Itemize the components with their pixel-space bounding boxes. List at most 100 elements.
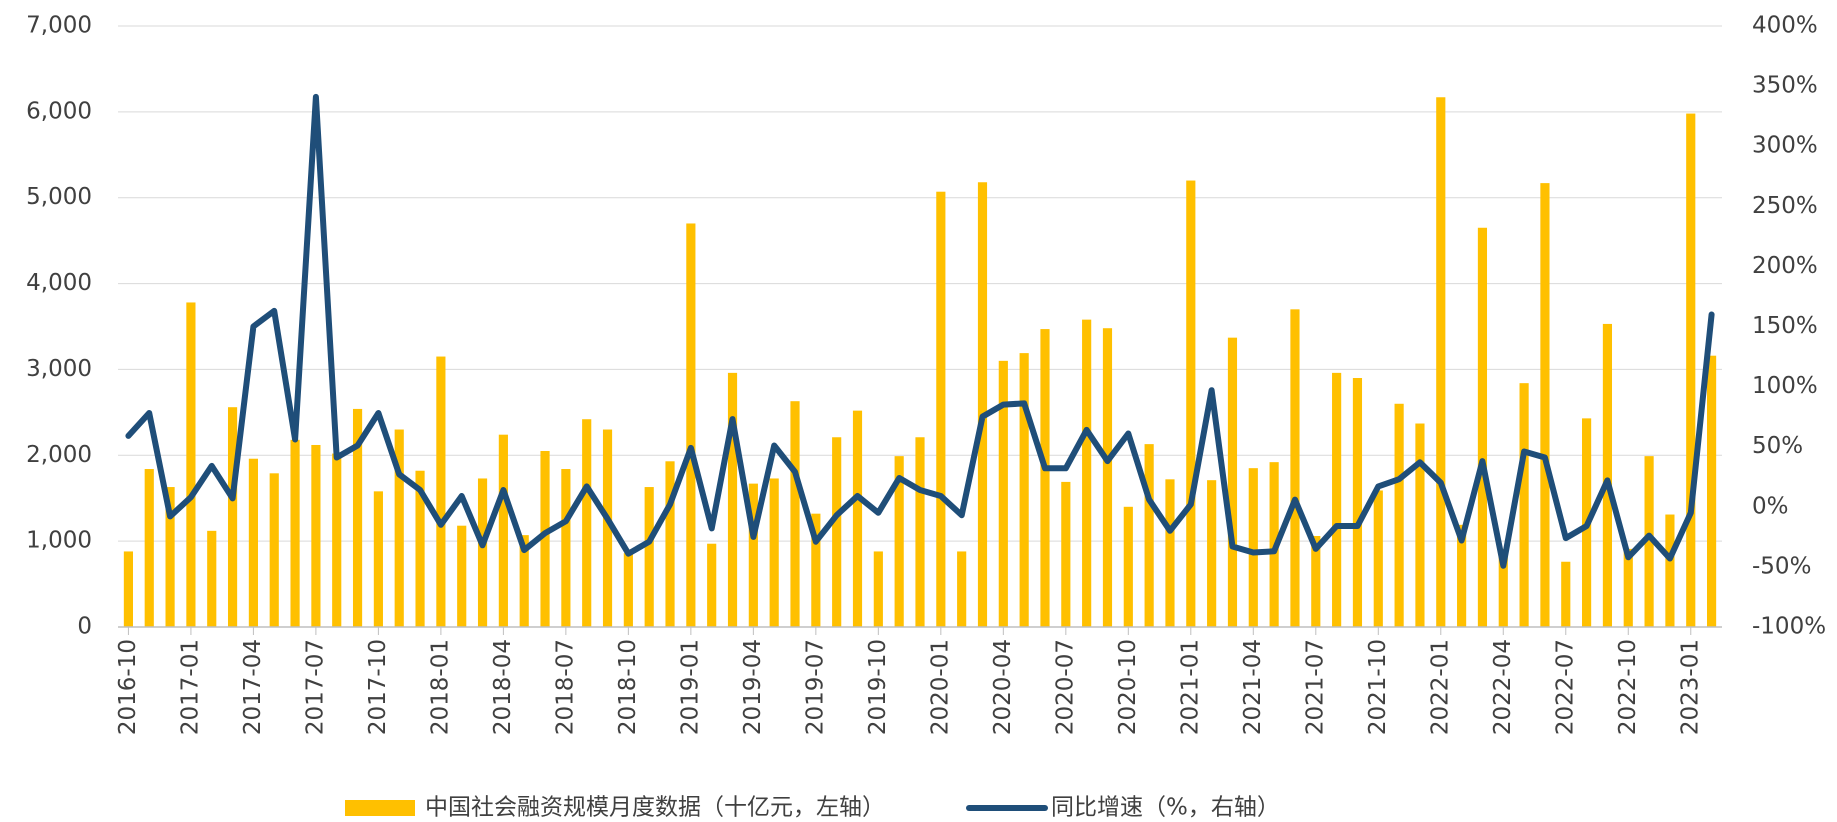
x-tick-label: 2019-07 bbox=[802, 639, 828, 735]
x-tick-label: 2019-01 bbox=[677, 639, 703, 735]
x-tick-label: 2022-07 bbox=[1552, 639, 1578, 735]
bar bbox=[1207, 480, 1217, 627]
y-tick-label: 5,000 bbox=[26, 184, 92, 210]
bar bbox=[1436, 97, 1446, 628]
bar bbox=[623, 553, 633, 627]
bar bbox=[373, 491, 383, 627]
y2-tick-label: 150% bbox=[1752, 313, 1818, 339]
y2-tick-label: 250% bbox=[1752, 193, 1818, 219]
x-tick-label: 2020-01 bbox=[927, 639, 953, 735]
bar bbox=[1373, 490, 1383, 627]
x-tick-label: 2017-10 bbox=[365, 639, 391, 735]
bar bbox=[769, 478, 779, 627]
x-tick-label: 2022-10 bbox=[1615, 639, 1641, 735]
y2-tick-label: 350% bbox=[1752, 73, 1818, 99]
bar bbox=[540, 450, 550, 627]
bar bbox=[832, 437, 842, 627]
bar bbox=[519, 535, 529, 627]
bar bbox=[332, 453, 342, 627]
y2-tick-label: 0% bbox=[1752, 493, 1789, 519]
x-tick-label: 2023-01 bbox=[1677, 639, 1703, 735]
bar bbox=[1019, 353, 1029, 627]
bar bbox=[1290, 309, 1300, 627]
y2-tick-label: 400% bbox=[1752, 13, 1818, 39]
bar bbox=[1352, 378, 1363, 627]
bar bbox=[1477, 227, 1488, 627]
bar bbox=[1540, 183, 1550, 627]
bar bbox=[436, 356, 446, 627]
bar bbox=[1082, 319, 1092, 627]
x-tick-label: 2022-04 bbox=[1490, 639, 1516, 735]
bar bbox=[311, 444, 321, 627]
bar bbox=[1061, 481, 1071, 627]
bar bbox=[186, 302, 196, 627]
x-tick-label: 2022-01 bbox=[1427, 639, 1453, 735]
bar bbox=[561, 469, 571, 627]
x-tick-label: 2016-10 bbox=[115, 639, 141, 735]
line bbox=[125, 93, 1715, 569]
bar bbox=[1457, 524, 1467, 627]
bar bbox=[498, 434, 508, 627]
bar bbox=[811, 513, 821, 627]
bar bbox=[1311, 535, 1321, 627]
x-tick-label: 2021-10 bbox=[1365, 639, 1391, 735]
bar bbox=[873, 551, 883, 627]
y2-tick-label: 50% bbox=[1752, 433, 1803, 459]
bar bbox=[1519, 383, 1529, 627]
bar bbox=[665, 461, 675, 627]
x-tick-label: 2019-04 bbox=[740, 639, 766, 735]
y2-tick-label: 200% bbox=[1752, 253, 1818, 279]
y2-tick-label: 300% bbox=[1752, 133, 1818, 159]
y-tick-label: 3,000 bbox=[26, 356, 92, 382]
x-tick-label: 2021-07 bbox=[1302, 639, 1328, 735]
bar bbox=[748, 483, 758, 627]
x-tick-label: 2021-01 bbox=[1177, 639, 1203, 735]
bar bbox=[1686, 113, 1696, 628]
bar bbox=[1102, 328, 1113, 627]
bar bbox=[790, 401, 800, 627]
bar bbox=[686, 223, 696, 627]
bar bbox=[1186, 180, 1196, 628]
x-tick-label: 2020-07 bbox=[1052, 639, 1078, 735]
x-tick-label: 2020-10 bbox=[1115, 639, 1141, 735]
bar bbox=[1332, 372, 1342, 627]
bar bbox=[1165, 479, 1175, 627]
bar bbox=[977, 182, 988, 627]
bar bbox=[707, 543, 717, 627]
x-tick-label: 2018-04 bbox=[490, 639, 516, 735]
x-tick-label: 2018-01 bbox=[427, 639, 453, 735]
bar bbox=[1707, 355, 1717, 627]
bar bbox=[269, 473, 279, 627]
bar bbox=[998, 360, 1008, 627]
bar bbox=[1415, 423, 1425, 627]
x-tick-label: 2021-04 bbox=[1240, 639, 1266, 735]
y2-tick-label: -100% bbox=[1752, 614, 1826, 640]
legend-label: 中国社会融资规模月度数据（十亿元，左轴） bbox=[425, 795, 885, 821]
bar bbox=[248, 458, 258, 627]
x-tick-label: 2017-07 bbox=[302, 639, 328, 735]
bar bbox=[1144, 444, 1154, 627]
bar bbox=[144, 469, 154, 627]
bar bbox=[227, 407, 238, 627]
bar bbox=[936, 191, 946, 627]
bar bbox=[852, 410, 863, 627]
bar bbox=[727, 372, 738, 627]
bar bbox=[915, 437, 925, 627]
y-tick-label: 7,000 bbox=[26, 13, 92, 39]
y-tick-label: 6,000 bbox=[26, 98, 92, 124]
bar bbox=[1602, 323, 1613, 627]
bar bbox=[457, 525, 467, 627]
x-tick-label: 2020-04 bbox=[990, 639, 1016, 735]
bar bbox=[1623, 548, 1633, 627]
bar bbox=[1665, 514, 1675, 627]
bar bbox=[123, 551, 133, 627]
x-tick-label: 2018-07 bbox=[552, 639, 578, 735]
bar bbox=[394, 429, 404, 627]
y-tick-label: 4,000 bbox=[26, 270, 92, 296]
y-tick-label: 1,000 bbox=[26, 528, 92, 554]
legend-swatch bbox=[345, 800, 415, 816]
x-tick-label: 2017-04 bbox=[240, 639, 266, 735]
y2-tick-label: 100% bbox=[1752, 373, 1818, 399]
